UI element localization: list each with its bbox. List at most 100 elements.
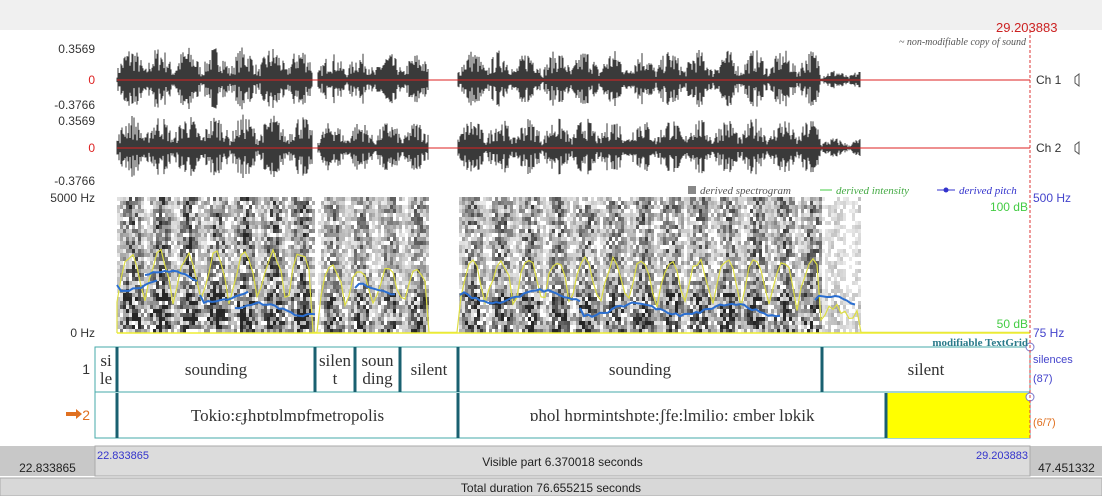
spectrogram-cell <box>381 317 384 321</box>
spectrogram-cell <box>636 253 639 257</box>
spectrogram-cell <box>189 297 192 301</box>
spectrogram-cell <box>234 237 237 241</box>
spectrogram-cell <box>189 229 192 233</box>
spectrogram-cell <box>174 221 177 225</box>
spectrogram-cell <box>174 237 177 241</box>
spectrogram-cell <box>471 285 474 289</box>
spectrogram-cell <box>132 281 135 285</box>
spectrogram-cell <box>273 209 276 213</box>
spectrogram-cell <box>174 273 177 277</box>
spectrogram-cell <box>549 249 552 253</box>
spectrogram-cell <box>615 313 618 317</box>
spectrogram-cell <box>342 241 345 245</box>
spectrogram-cell <box>240 297 243 301</box>
spectrogram-cell <box>297 285 300 289</box>
spectrogram-cell <box>237 249 240 253</box>
spectrogram-cell <box>159 325 162 329</box>
spectrogram-cell <box>312 229 315 233</box>
spectrogram-cell <box>333 253 336 257</box>
spectrogram-cell <box>531 249 534 253</box>
spectrogram-cell <box>327 277 330 281</box>
spectrogram-cell <box>537 201 540 205</box>
spectrogram-cell <box>327 273 330 277</box>
spectrogram-cell <box>570 229 573 233</box>
spectrogram-cell <box>351 313 354 317</box>
spectrogram-cell <box>210 225 213 229</box>
spectrogram-cell <box>465 305 468 309</box>
spectrogram-cell <box>645 281 648 285</box>
spectrogram-cell <box>648 201 651 205</box>
spectrogram-cell <box>591 209 594 213</box>
spectrogram-cell <box>258 305 261 309</box>
spectrogram-cell <box>246 325 249 329</box>
spectrogram-cell <box>636 289 639 293</box>
spectrogram-cell <box>354 309 357 313</box>
spectrogram-cell <box>282 249 285 253</box>
spectrogram-cell <box>651 237 654 241</box>
spectrogram-cell <box>363 309 366 313</box>
spectrogram-cell <box>324 209 327 213</box>
spectrogram-cell <box>516 257 519 261</box>
spectrogram-cell <box>408 233 411 237</box>
spectrogram-cell <box>324 289 327 293</box>
spectrogram-cell <box>516 225 519 229</box>
spectrogram-cell <box>216 241 219 245</box>
spectrogram-cell <box>237 245 240 249</box>
spectrogram-cell <box>180 229 183 233</box>
spectrogram-cell <box>522 229 525 233</box>
spectrogram-cell <box>471 313 474 317</box>
spectrogram-cell <box>135 293 138 297</box>
spectrogram-cell <box>225 325 228 329</box>
top-bar <box>0 0 1102 30</box>
spectrogram-cell <box>564 205 567 209</box>
spectrogram-cell <box>459 205 462 209</box>
spectrogram-cell <box>207 201 210 205</box>
spectrogram-cell <box>504 257 507 261</box>
spectrogram-cell <box>405 321 408 325</box>
spectrogram-cell <box>630 197 633 201</box>
spectrogram-cell <box>258 209 261 213</box>
spectrogram-cell <box>150 233 153 237</box>
spectrogram-cell <box>369 197 372 201</box>
spectrogram-cell <box>525 297 528 301</box>
spectrogram-cell <box>117 233 120 237</box>
spectrogram-cell <box>426 225 429 229</box>
spectrogram-cell <box>156 265 159 269</box>
spectrogram-cell <box>387 313 390 317</box>
spectrogram-cell <box>396 249 399 253</box>
spectrogram-cell <box>351 257 354 261</box>
spectrogram-cell <box>183 241 186 245</box>
spectrogram-cell <box>630 305 633 309</box>
spectrogram-cell <box>375 265 378 269</box>
spectrogram-cell <box>270 285 273 289</box>
spectrogram-cell <box>498 321 501 325</box>
spectrogram-cell <box>297 309 300 313</box>
spectrogram-cell <box>495 237 498 241</box>
spectrogram-cell <box>492 257 495 261</box>
spectrogram-cell <box>477 225 480 229</box>
spectrogram-cell <box>336 297 339 301</box>
spectrogram-cell <box>354 233 357 237</box>
spectrogram-cell <box>525 281 528 285</box>
spectrogram-cell <box>606 221 609 225</box>
spectrogram-cell <box>228 285 231 289</box>
spectrogram-cell <box>507 261 510 265</box>
spectrogram-cell <box>477 197 480 201</box>
spectrogram-cell <box>333 321 336 325</box>
spectrogram-cell <box>126 233 129 237</box>
spectrogram-cell <box>561 257 564 261</box>
spectrogram-cell <box>309 261 312 265</box>
spectrogram-cell <box>288 297 291 301</box>
spectrogram-cell <box>117 229 120 233</box>
spectrogram-cell <box>420 305 423 309</box>
spectrogram-cell <box>234 269 237 273</box>
spectrogram-cell <box>249 317 252 321</box>
spectrogram-cell <box>300 217 303 221</box>
spectrogram-cell <box>297 241 300 245</box>
spectrogram-cell <box>504 289 507 293</box>
spectrogram-cell <box>300 297 303 301</box>
spectrogram-cell <box>591 217 594 221</box>
spectrogram-cell <box>141 241 144 245</box>
spectrogram-cell <box>549 321 552 325</box>
spectrogram-cell <box>129 293 132 297</box>
